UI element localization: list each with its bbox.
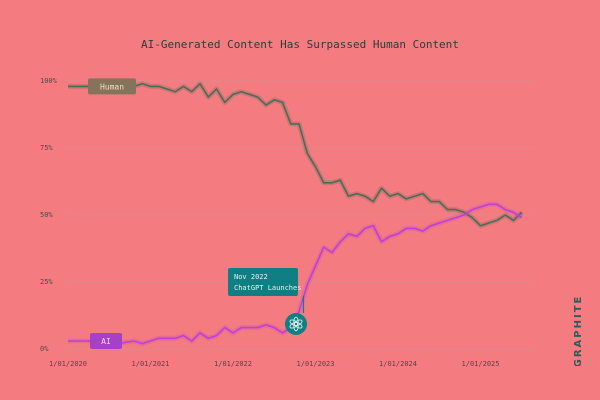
x-tick-label: 1/01/2022 xyxy=(214,360,252,368)
ai-series-line xyxy=(68,203,523,345)
annotation-event: ChatGPT Launches xyxy=(234,284,301,292)
y-tick-label: 50% xyxy=(40,211,53,219)
chart-title: AI-Generated Content Has Surpassed Human… xyxy=(141,38,459,51)
graphite-logo: GRAPHITE xyxy=(573,296,584,366)
annotation-date: Nov 2022 xyxy=(234,273,268,281)
x-tick-label: 1/01/2025 xyxy=(462,360,500,368)
x-tick-label: 1/01/2024 xyxy=(379,360,417,368)
human-label-box xyxy=(88,78,136,95)
y-tick-label: 75% xyxy=(40,144,53,152)
openai-icon-glyph xyxy=(289,316,303,332)
ai-series-label: AI xyxy=(101,337,111,346)
x-tick-label: 1/01/2023 xyxy=(297,360,335,368)
human-series-line xyxy=(68,82,523,227)
human-series-label: Human xyxy=(100,82,124,91)
y-tick-label: 0% xyxy=(40,345,49,353)
graphite-logo-text: GRAPHITE xyxy=(573,296,584,366)
x-tick-label: 1/01/2021 xyxy=(132,360,170,368)
annotation-box xyxy=(228,268,298,296)
ai-label-box xyxy=(90,332,122,349)
openai-icon-petal xyxy=(289,319,299,327)
openai-icon xyxy=(285,313,307,335)
y-tick-label: 100% xyxy=(40,77,58,85)
x-tick-label: 1/01/2020 xyxy=(49,360,87,368)
human-series-line-glow xyxy=(68,81,524,229)
y-tick-label: 25% xyxy=(40,278,53,286)
